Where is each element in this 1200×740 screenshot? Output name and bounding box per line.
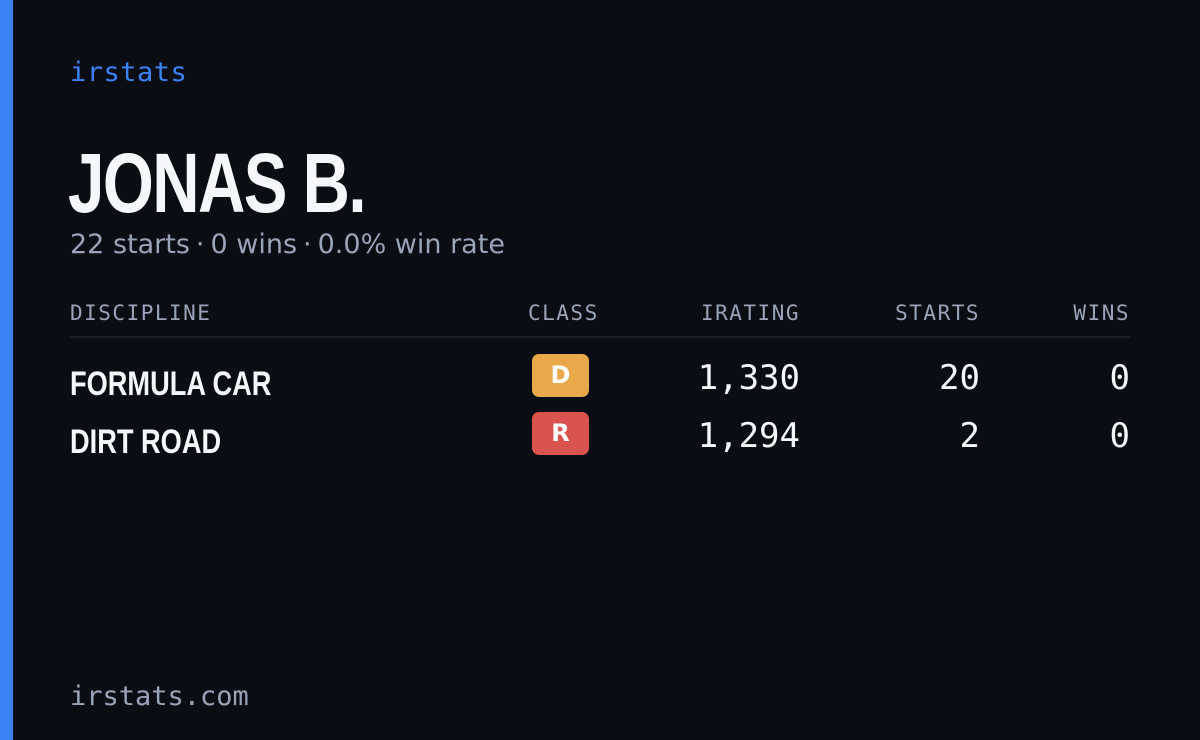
discipline-table: DISCIPLINE CLASS IRATING STARTS WINS FOR… bbox=[70, 296, 1130, 470]
row-discipline: DIRT ROAD bbox=[70, 423, 222, 461]
row-starts: 2 bbox=[959, 416, 980, 456]
summary-separator: · bbox=[303, 229, 312, 260]
footer-url: irstats.com bbox=[70, 681, 249, 712]
summary-wins: 0 wins bbox=[210, 229, 298, 260]
row-irating: 1,330 bbox=[697, 358, 800, 398]
summary-win-rate: 0.0% win rate bbox=[317, 229, 505, 260]
player-summary: 22 starts · 0 wins · 0.0% win rate bbox=[70, 228, 505, 262]
brand-logo-text: irstats bbox=[70, 57, 188, 88]
table-row: DIRT ROAD R 1,294 2 0 bbox=[70, 412, 1130, 470]
accent-bar bbox=[0, 0, 13, 740]
header-wins: WINS bbox=[1073, 301, 1130, 325]
player-name: JONAS B. bbox=[68, 136, 367, 230]
row-discipline: FORMULA CAR bbox=[70, 365, 272, 403]
header-discipline: DISCIPLINE bbox=[70, 301, 212, 325]
row-starts: 20 bbox=[939, 358, 980, 398]
row-wins: 0 bbox=[1109, 358, 1130, 398]
table-row: FORMULA CAR D 1,330 20 0 bbox=[70, 354, 1130, 412]
summary-starts: 22 starts bbox=[70, 229, 190, 260]
header-starts: STARTS bbox=[895, 301, 980, 325]
table-header: DISCIPLINE CLASS IRATING STARTS WINS bbox=[70, 296, 1130, 338]
header-class: CLASS bbox=[528, 301, 599, 325]
class-badge: D bbox=[532, 354, 589, 397]
summary-separator: · bbox=[195, 229, 205, 260]
row-wins: 0 bbox=[1109, 416, 1130, 456]
class-badge: R bbox=[532, 412, 589, 455]
header-irating: IRATING bbox=[700, 301, 800, 325]
row-irating: 1,294 bbox=[697, 416, 800, 456]
